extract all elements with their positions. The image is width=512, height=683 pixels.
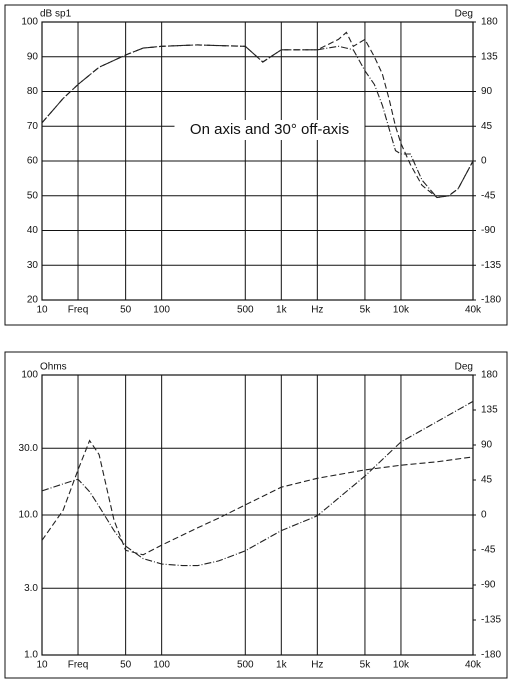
y2-tick-label: -135 bbox=[481, 615, 501, 626]
x-tick-label: 10k bbox=[393, 305, 410, 316]
y-tick-label: 100 bbox=[21, 17, 38, 28]
y2-tick-label: 45 bbox=[481, 475, 493, 486]
y-tick-label: 10.0 bbox=[19, 510, 39, 521]
y2-tick-label: -180 bbox=[481, 650, 501, 661]
x-tick-label: 500 bbox=[237, 305, 254, 316]
y-axis-label: Ohms bbox=[40, 362, 67, 373]
x-tick-label: 500 bbox=[237, 660, 254, 671]
y-tick-label: 30 bbox=[27, 260, 39, 271]
series-line bbox=[41, 31, 474, 199]
y2-tick-label: 0 bbox=[481, 510, 487, 521]
series-line bbox=[41, 439, 474, 556]
annotation: On axis and 30° off-axis bbox=[190, 121, 349, 138]
x-tick-label: 100 bbox=[153, 660, 170, 671]
y-axis-label: dB sp1 bbox=[40, 9, 72, 20]
y-tick-label: 80 bbox=[27, 86, 39, 97]
series-line bbox=[41, 44, 474, 199]
y-tick-label: 100 bbox=[21, 370, 38, 381]
x-tick-label: 1k bbox=[276, 305, 288, 316]
x-tick-label: 40k bbox=[465, 660, 482, 671]
x-tick-label: Hz bbox=[311, 305, 323, 316]
y2-tick-label: -135 bbox=[481, 260, 501, 271]
x-tick-label: 50 bbox=[120, 305, 132, 316]
panel-frame bbox=[4, 4, 508, 326]
x-tick-label: 40k bbox=[465, 305, 482, 316]
y-tick-label: 50 bbox=[27, 190, 39, 201]
annotation-bg bbox=[174, 120, 365, 140]
x-tick-label: 10k bbox=[393, 660, 410, 671]
y2-axis-label: Deg bbox=[455, 9, 473, 20]
x-tick-label: 100 bbox=[153, 305, 170, 316]
y2-tick-label: -45 bbox=[481, 190, 496, 201]
y2-tick-label: 135 bbox=[481, 51, 498, 62]
y2-tick-label: 45 bbox=[481, 121, 493, 132]
y2-tick-label: 180 bbox=[481, 17, 498, 28]
y2-tick-label: -180 bbox=[481, 295, 501, 306]
y-tick-label: 20 bbox=[27, 295, 39, 306]
x-tick-label: 1k bbox=[276, 660, 288, 671]
y2-tick-label: -45 bbox=[481, 545, 496, 556]
x-tick-label: Freq bbox=[68, 660, 89, 671]
y2-tick-label: 135 bbox=[481, 405, 498, 416]
series-line bbox=[41, 400, 474, 567]
panel-frame bbox=[4, 351, 508, 679]
x-tick-label: 5k bbox=[360, 660, 372, 671]
y2-tick-label: 90 bbox=[481, 440, 493, 451]
x-tick-label: 10 bbox=[36, 660, 48, 671]
x-tick-label: 5k bbox=[360, 305, 372, 316]
y-tick-label: 70 bbox=[27, 121, 39, 132]
y-tick-label: 90 bbox=[27, 51, 39, 62]
x-tick-label: Hz bbox=[311, 660, 323, 671]
x-tick-label: 10 bbox=[36, 305, 48, 316]
y-tick-label: 3.0 bbox=[24, 583, 38, 594]
x-tick-label: Freq bbox=[68, 305, 89, 316]
y2-axis-label: Deg bbox=[455, 362, 473, 373]
y-tick-label: 60 bbox=[27, 156, 39, 167]
y-tick-label: 1.0 bbox=[24, 650, 38, 661]
y2-tick-label: -90 bbox=[481, 225, 496, 236]
y2-tick-label: 90 bbox=[481, 86, 493, 97]
y-tick-label: 30.0 bbox=[19, 443, 39, 454]
y2-tick-label: 180 bbox=[481, 370, 498, 381]
x-tick-label: 50 bbox=[120, 660, 132, 671]
y2-tick-label: -90 bbox=[481, 580, 496, 591]
y2-tick-label: 0 bbox=[481, 156, 487, 167]
y-tick-label: 40 bbox=[27, 225, 39, 236]
